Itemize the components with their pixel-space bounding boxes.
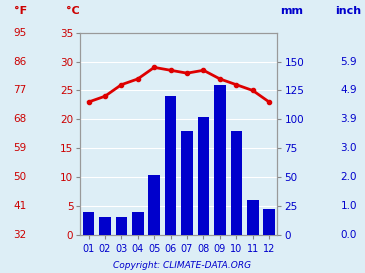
Text: 0.0: 0.0 — [341, 230, 357, 240]
Bar — [247, 200, 258, 235]
Text: 32: 32 — [14, 230, 27, 240]
Text: 2.0: 2.0 — [340, 172, 357, 182]
Text: 77: 77 — [14, 85, 27, 96]
Bar — [214, 85, 226, 235]
Text: °F: °F — [14, 6, 27, 16]
Text: inch: inch — [335, 6, 362, 16]
Bar — [165, 96, 176, 235]
Bar — [149, 175, 160, 235]
Bar — [83, 212, 94, 235]
Text: 3.0: 3.0 — [340, 143, 357, 153]
Text: 86: 86 — [14, 57, 27, 67]
Text: 1.0: 1.0 — [340, 201, 357, 211]
Bar — [116, 218, 127, 235]
Text: °C: °C — [66, 6, 80, 16]
Text: 59: 59 — [14, 143, 27, 153]
Text: 68: 68 — [14, 114, 27, 124]
Text: 5.9: 5.9 — [340, 57, 357, 67]
Text: 41: 41 — [14, 201, 27, 211]
Bar — [132, 212, 143, 235]
Bar — [231, 131, 242, 235]
Bar — [264, 209, 275, 235]
Text: 3.9: 3.9 — [340, 114, 357, 124]
Text: 50: 50 — [14, 172, 27, 182]
Text: 95: 95 — [14, 28, 27, 38]
Text: mm: mm — [280, 6, 304, 16]
Bar — [198, 117, 209, 235]
Bar — [181, 131, 193, 235]
Bar — [99, 218, 111, 235]
Text: Copyright: CLIMATE-DATA.ORG: Copyright: CLIMATE-DATA.ORG — [114, 261, 251, 270]
Text: 4.9: 4.9 — [340, 85, 357, 96]
